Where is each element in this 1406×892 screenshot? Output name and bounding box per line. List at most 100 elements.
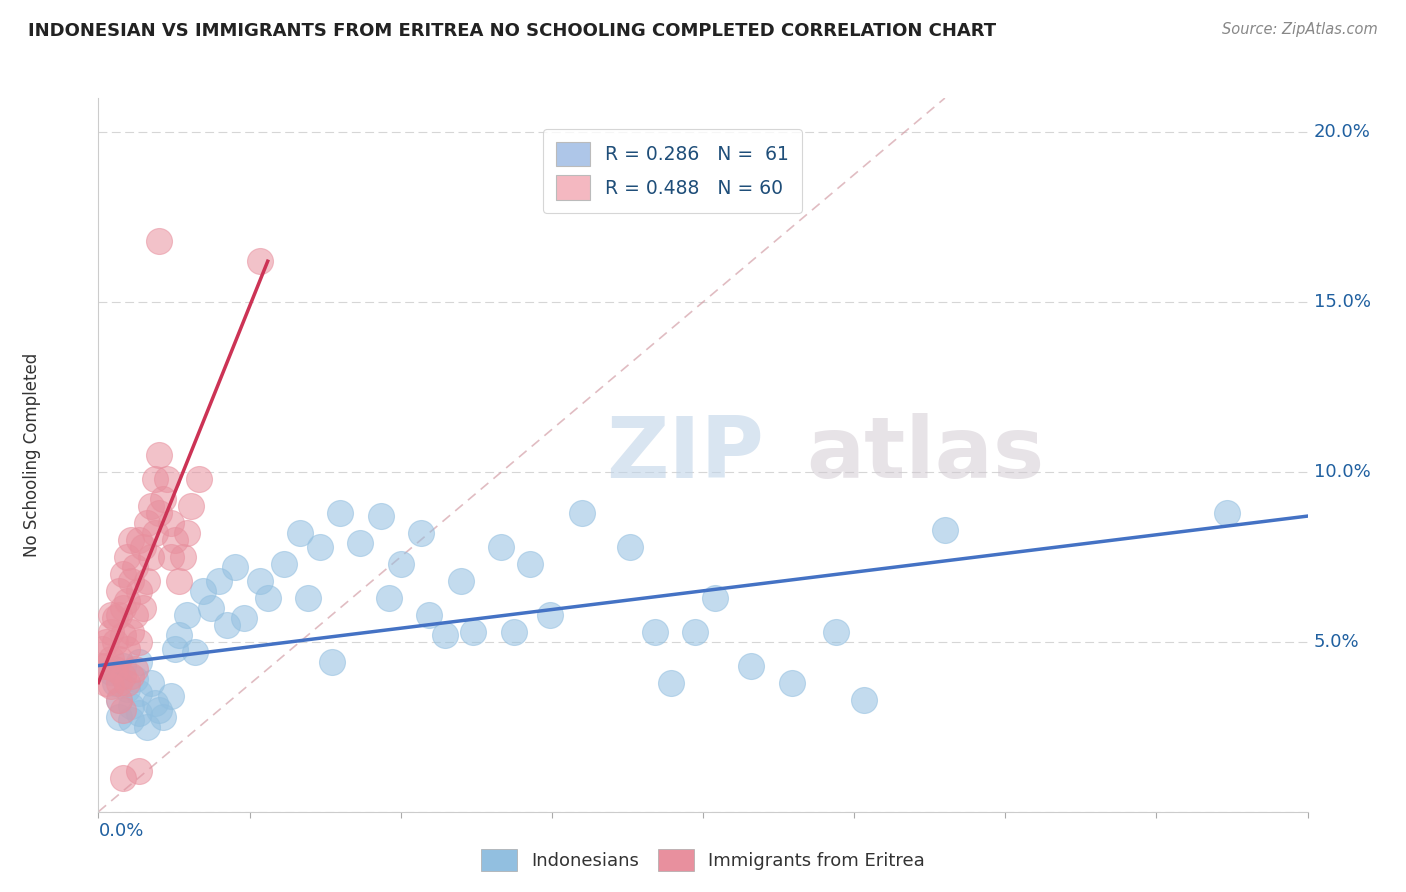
Point <box>100 607 122 622</box>
Point <box>377 591 399 605</box>
Point <box>1216 506 1239 520</box>
Point <box>409 526 432 541</box>
Point <box>135 574 157 588</box>
Point <box>200 600 222 615</box>
Point <box>152 492 174 507</box>
Point <box>139 675 162 690</box>
Point <box>128 635 150 649</box>
Point <box>329 506 352 520</box>
Point <box>519 557 541 571</box>
Point <box>163 641 186 656</box>
Point <box>659 675 682 690</box>
Point <box>120 699 142 714</box>
Point <box>107 652 129 666</box>
Point <box>740 658 762 673</box>
Point <box>249 254 271 268</box>
Point <box>124 672 146 686</box>
Point <box>502 624 524 639</box>
Point <box>111 658 134 673</box>
Point <box>124 607 146 622</box>
Point <box>644 624 666 639</box>
Point <box>683 624 706 639</box>
Point <box>132 600 155 615</box>
Point <box>370 509 392 524</box>
Point <box>115 641 138 656</box>
Point <box>217 617 239 632</box>
Point <box>249 574 271 588</box>
Point <box>100 679 122 693</box>
Point <box>103 675 125 690</box>
Point <box>120 533 142 547</box>
Text: Source: ZipAtlas.com: Source: ZipAtlas.com <box>1222 22 1378 37</box>
Point <box>571 506 593 520</box>
Point <box>143 526 166 541</box>
Text: ZIP: ZIP <box>606 413 763 497</box>
Point <box>160 516 183 530</box>
Point <box>780 675 803 690</box>
Point <box>120 624 142 639</box>
Point <box>160 549 183 564</box>
Point <box>184 645 207 659</box>
Point <box>491 540 513 554</box>
Point <box>463 624 485 639</box>
Point <box>100 652 122 666</box>
Point <box>160 689 183 703</box>
Text: atlas: atlas <box>806 413 1045 497</box>
Point <box>232 611 254 625</box>
Point <box>100 665 122 680</box>
Point <box>120 669 142 683</box>
Point <box>107 607 129 622</box>
Point <box>273 557 295 571</box>
Point <box>96 675 118 690</box>
Point <box>135 720 157 734</box>
Point <box>128 583 150 598</box>
Point <box>120 713 142 727</box>
Point <box>188 472 211 486</box>
Point <box>111 566 134 581</box>
Point <box>107 692 129 706</box>
Point <box>143 472 166 486</box>
Point <box>132 540 155 554</box>
Point <box>297 591 319 605</box>
Point <box>208 574 231 588</box>
Point <box>100 624 122 639</box>
Point <box>418 607 440 622</box>
Point <box>180 499 202 513</box>
Point <box>309 540 332 554</box>
Point <box>135 516 157 530</box>
Text: 20.0%: 20.0% <box>1313 123 1371 141</box>
Point <box>167 574 190 588</box>
Point <box>103 635 125 649</box>
Legend: R = 0.286   N =  61, R = 0.488   N = 60: R = 0.286 N = 61, R = 0.488 N = 60 <box>543 129 801 212</box>
Text: INDONESIAN VS IMMIGRANTS FROM ERITREA NO SCHOOLING COMPLETED CORRELATION CHART: INDONESIAN VS IMMIGRANTS FROM ERITREA NO… <box>28 22 997 40</box>
Point <box>107 709 129 723</box>
Point <box>321 655 343 669</box>
Point <box>124 662 146 676</box>
Text: No Schooling Completed: No Schooling Completed <box>22 353 41 557</box>
Point <box>128 686 150 700</box>
Point <box>176 607 198 622</box>
Point <box>538 607 561 622</box>
Point <box>619 540 641 554</box>
Point <box>139 499 162 513</box>
Text: 0.0%: 0.0% <box>98 822 143 840</box>
Point <box>124 560 146 574</box>
Point <box>111 628 134 642</box>
Point <box>176 526 198 541</box>
Point <box>224 560 246 574</box>
Point <box>111 703 134 717</box>
Point <box>148 448 170 462</box>
Point <box>288 526 311 541</box>
Point <box>107 675 129 690</box>
Text: 10.0%: 10.0% <box>1313 463 1371 481</box>
Point <box>115 549 138 564</box>
Point <box>934 523 956 537</box>
Point <box>111 669 134 683</box>
Point <box>167 628 190 642</box>
Point <box>91 641 114 656</box>
Point <box>143 696 166 710</box>
Point <box>96 658 118 673</box>
Point <box>128 706 150 721</box>
Text: 5.0%: 5.0% <box>1313 632 1360 651</box>
Point <box>115 594 138 608</box>
